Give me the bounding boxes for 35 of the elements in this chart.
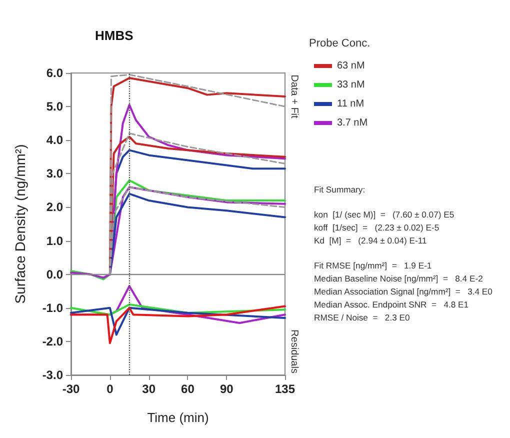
y-tick-label: 6.0 — [46, 66, 64, 80]
text: RMSE / Noise = 2.3 E0 — [314, 312, 410, 322]
x-tick-label: 60 — [181, 382, 195, 396]
text: Median Baseline Noise [ng/mm²] = 8.4 E-2 — [314, 274, 484, 284]
legend-title: Probe Conc. — [309, 38, 370, 50]
legend-label: 11 nM — [337, 98, 364, 110]
y-axis-title: Surface Density (ng/mm²) — [12, 144, 28, 304]
y-tick-label: 4.0 — [46, 133, 64, 148]
y-tick-label: -2.0 — [42, 334, 64, 348]
chart-title: HMBS — [95, 28, 134, 43]
text: Data + Fit — [288, 74, 300, 119]
y-tick-label: -1.0 — [42, 300, 64, 315]
text: Kd [M] = (2.94 ± 0.04) E-11 — [314, 236, 427, 246]
text: Median Assoc. Endpoint SNR = 4.8 E1 — [314, 300, 469, 310]
text: koff [1/sec] = (2.23 ± 0.02) E-5 — [314, 222, 440, 232]
y-tick-label: -3.0 — [42, 368, 64, 382]
y-tick-label: 1.0 — [46, 234, 64, 248]
text: Fit Summary: — [314, 184, 366, 194]
legend-label: 63 nM — [337, 60, 365, 72]
legend-label: 33 nM — [337, 80, 365, 90]
x-tick-label: 90 — [220, 382, 234, 396]
x-tick-label: 0 — [106, 382, 114, 396]
x-tick-label: 135 — [274, 382, 296, 396]
x-tick-label: 30 — [142, 382, 156, 396]
text: Median Association Signal [ng/mm²] = 3.4 E0 — [314, 286, 493, 296]
x-axis-title: Time (min) — [147, 410, 209, 425]
legend-label: 3.7 nM — [337, 118, 368, 128]
y-tick-label: 0.0 — [46, 267, 64, 282]
y-tick-label: 2.0 — [46, 200, 64, 214]
x-tick-label: -30 — [62, 382, 80, 396]
y-tick-label: 3.0 — [46, 166, 64, 181]
text: Fit RMSE [ng/mm²] = 1.9 E-1 — [314, 260, 432, 270]
text: Residuals — [288, 330, 300, 374]
y-tick-label: 5.0 — [46, 100, 64, 114]
text: kon [1/ (sec M)] = (7.60 ± 0.07) E5 — [314, 210, 454, 220]
